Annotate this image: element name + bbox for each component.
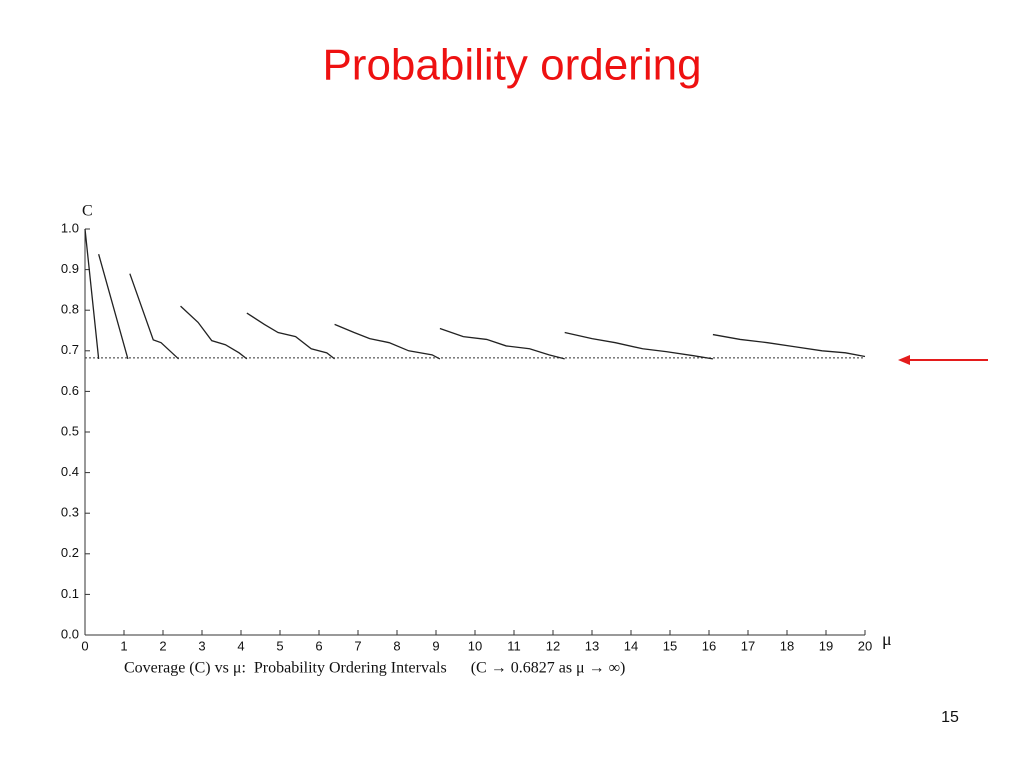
x-tick-label: 16	[702, 638, 716, 653]
x-tick-label: 11	[507, 638, 521, 653]
arrow-head	[898, 355, 910, 365]
x-tick-label: 6	[315, 638, 322, 653]
y-tick-label: 0.2	[61, 545, 79, 560]
y-tick-label: 0.5	[61, 423, 79, 438]
x-tick-label: 5	[276, 638, 283, 653]
chart-caption: Coverage (C) vs μ: Probability Ordering …	[124, 660, 625, 677]
y-tick-label: 0.6	[61, 383, 79, 398]
x-tick-label: 7	[354, 638, 361, 653]
x-tick-label: 13	[585, 638, 599, 653]
y-tick-label: 0.1	[61, 586, 79, 601]
slide-title: Probability ordering	[322, 41, 701, 90]
coverage-line	[84, 228, 866, 360]
x-tick-label: 19	[819, 638, 833, 653]
x-tick-label: 18	[780, 638, 794, 653]
x-tick-label: 20	[858, 638, 872, 653]
x-tick-label: 17	[741, 638, 755, 653]
x-tick-label: 2	[159, 638, 166, 653]
x-tick-label: 15	[663, 638, 677, 653]
x-tick-label: 3	[198, 638, 205, 653]
y-tick-label: 0.3	[61, 505, 79, 520]
x-tick-label: 12	[546, 638, 560, 653]
x-tick-label: 8	[393, 638, 400, 653]
y-tick-label: 0.0	[61, 626, 79, 641]
y-tick-label: 0.8	[61, 302, 79, 317]
x-tick-label: 14	[624, 638, 638, 653]
x-tick-label: 0	[81, 638, 88, 653]
x-tick-label: 10	[468, 638, 482, 653]
y-tick-label: 0.7	[61, 342, 79, 357]
x-axis-label: μ	[882, 629, 892, 649]
page-number: 15	[941, 709, 959, 726]
x-tick-label: 9	[432, 638, 439, 653]
x-tick-label: 4	[237, 638, 244, 653]
y-tick-label: 0.9	[61, 261, 79, 276]
y-axis-label: C	[82, 203, 93, 220]
y-tick-label: 1.0	[61, 220, 79, 235]
y-tick-label: 0.4	[61, 464, 79, 479]
x-tick-label: 1	[120, 638, 127, 653]
